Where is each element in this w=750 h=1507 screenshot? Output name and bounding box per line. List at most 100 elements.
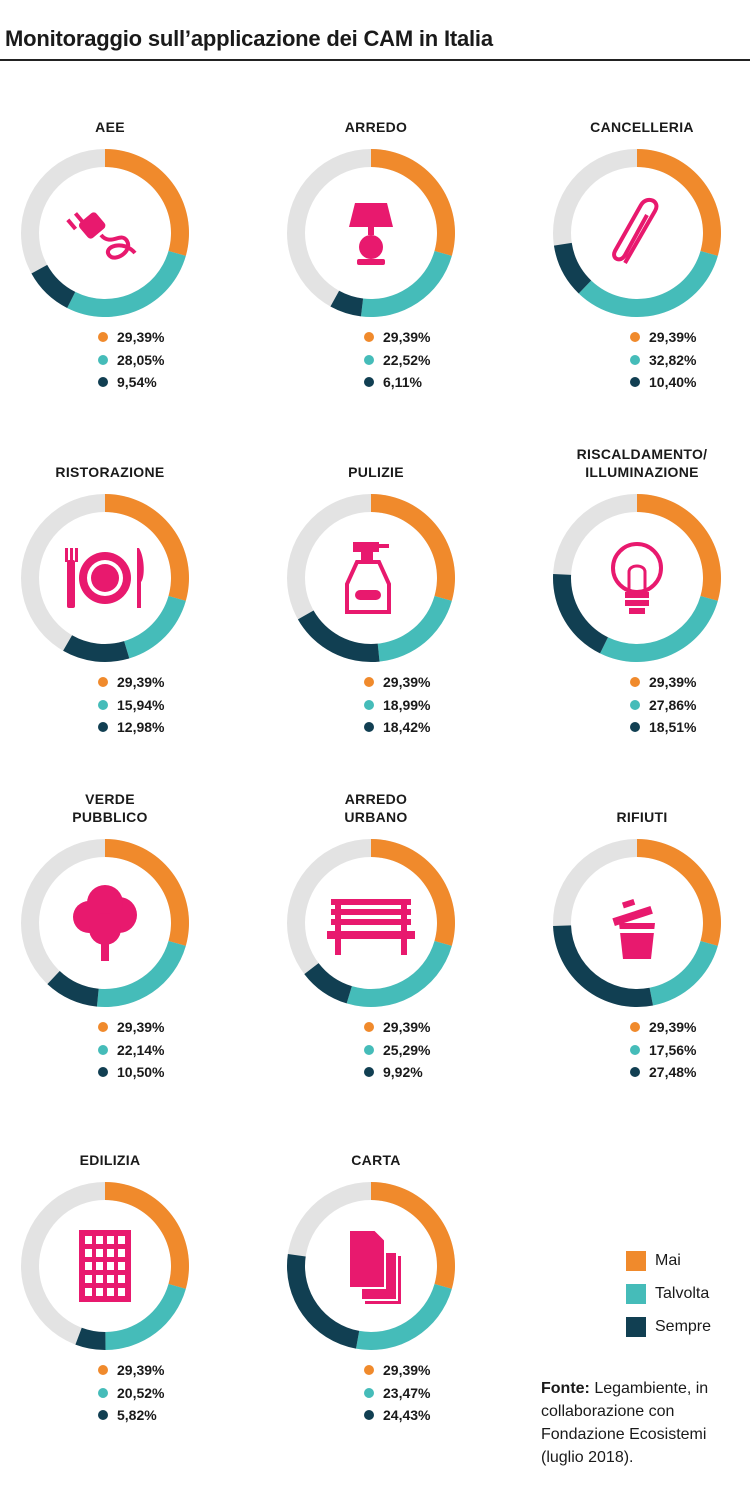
- donut-chart: CARTA 29,39% 23,47% 24,43%: [266, 1133, 516, 1477]
- data-label-value: 15,94%: [117, 696, 165, 713]
- donut-chart: RISTORAZIONE 29,39% 15,94% 12,98%: [0, 445, 250, 789]
- data-label-value: 29,39%: [117, 329, 165, 346]
- data-label-talvolta: 15,94%: [98, 694, 164, 717]
- source-text: Legambiente, in collaborazione con Fonda…: [541, 1380, 709, 1466]
- paperclip-icon: [612, 197, 659, 264]
- data-label-sempre: 5,82%: [98, 1404, 164, 1427]
- tree-icon: [73, 885, 137, 961]
- data-label-value: 22,14%: [117, 1041, 165, 1058]
- chart-title: CARTA: [351, 1152, 401, 1168]
- donut-segment-sempre: [553, 573, 608, 654]
- legend: Mai Talvolta Sempre: [626, 1244, 711, 1343]
- data-label-value: 29,39%: [117, 1019, 165, 1036]
- legend-swatch-talvolta: [626, 1283, 646, 1304]
- title-divider: [0, 59, 750, 61]
- data-label-value: 29,39%: [383, 1019, 431, 1036]
- page-title: Monitoraggio sull’applicazione dei CAM i…: [5, 26, 493, 51]
- donut-segment-sempre: [330, 290, 364, 317]
- donut-ring: [287, 494, 455, 662]
- donut-segment-mai: [371, 149, 455, 256]
- data-label-value: 29,39%: [383, 674, 431, 691]
- data-label-dot: [364, 377, 374, 388]
- data-label-mai: 29,39%: [364, 671, 430, 694]
- data-label-value: 5,82%: [117, 1407, 157, 1424]
- data-label-value: 22,52%: [383, 351, 431, 368]
- data-labels: 29,39% 25,29% 9,92%: [364, 1016, 430, 1084]
- data-labels: 29,39% 27,86% 18,51%: [630, 671, 696, 739]
- donut-chart: AEE 29,39% 28,05% 9,54%: [0, 100, 250, 444]
- data-label-value: 18,99%: [383, 696, 431, 713]
- data-label-dot: [630, 377, 640, 388]
- donut-segment-sempre: [553, 925, 653, 1007]
- paper-stack-icon: [348, 1229, 401, 1304]
- donut-chart: PULIZIE 29,39% 18,99% 18,42%: [266, 445, 516, 789]
- data-label-value: 18,51%: [649, 719, 697, 736]
- data-label-dot: [630, 722, 640, 733]
- data-label-dot: [630, 1067, 640, 1078]
- donut-segment-mai: [105, 494, 189, 601]
- data-labels: 29,39% 32,82% 10,40%: [630, 326, 696, 394]
- data-label-talvolta: 32,82%: [630, 349, 696, 372]
- donut-segment-talvolta: [96, 940, 186, 1007]
- data-label-value: 29,39%: [383, 329, 431, 346]
- data-label-sempre: 12,98%: [98, 716, 164, 739]
- chart-title: AEE: [95, 119, 125, 135]
- donut-segment-talvolta: [355, 1283, 452, 1350]
- data-label-sempre: 10,50%: [98, 1061, 164, 1084]
- data-label-dot: [98, 332, 108, 343]
- donut-ring: [287, 149, 455, 317]
- donut-segment-talvolta: [578, 250, 718, 317]
- data-labels: 29,39% 22,14% 10,50%: [98, 1016, 164, 1084]
- legend-swatch-sempre: [626, 1316, 646, 1337]
- donut-chart: EDILIZIA 29,39% 20,52% 5,82%: [0, 1133, 250, 1477]
- data-label-value: 29,39%: [649, 329, 697, 346]
- data-label-dot: [364, 1022, 374, 1033]
- bench-icon: [327, 899, 415, 955]
- data-label-sempre: 27,48%: [630, 1061, 696, 1084]
- data-label-mai: 29,39%: [98, 326, 164, 349]
- data-label-value: 17,56%: [649, 1041, 697, 1058]
- data-label-value: 24,43%: [383, 1407, 431, 1424]
- data-label-dot: [98, 722, 108, 733]
- donut-segment-talvolta: [649, 940, 718, 1006]
- lightbulb-icon: [611, 542, 663, 614]
- data-labels: 29,39% 20,52% 5,82%: [98, 1359, 164, 1427]
- data-label-value: 9,54%: [117, 374, 157, 391]
- chart-title: VERDE PUBBLICO: [72, 791, 148, 825]
- legend-item-talvolta: Talvolta: [626, 1277, 711, 1310]
- data-label-value: 28,05%: [117, 351, 165, 368]
- legend-swatch-mai: [626, 1250, 646, 1271]
- data-label-dot: [98, 1387, 108, 1398]
- plate-cutlery-icon: [65, 548, 144, 608]
- donut-segment-talvolta: [377, 595, 452, 662]
- data-label-dot: [364, 1044, 374, 1055]
- data-label-dot: [98, 1365, 108, 1376]
- data-label-talvolta: 25,29%: [364, 1039, 430, 1062]
- data-label-dot: [364, 699, 374, 710]
- data-label-sempre: 18,42%: [364, 716, 430, 739]
- donut-chart: RISCALDAMENTO/ILLUMINAZIONE 29,39% 27,86% 1…: [532, 445, 750, 789]
- data-label-value: 20,52%: [117, 1384, 165, 1401]
- data-labels: 29,39% 18,99% 18,42%: [364, 671, 430, 739]
- donut-segment-sempre: [553, 242, 592, 294]
- donut-segment-mai: [637, 494, 721, 601]
- donut-chart: CANCELLERIA 29,39% 32,82% 10,40%: [532, 100, 750, 444]
- data-label-mai: 29,39%: [98, 1016, 164, 1039]
- donut-segment-talvolta: [360, 250, 452, 317]
- data-label-dot: [364, 332, 374, 343]
- building-icon: [79, 1230, 131, 1302]
- trash-bin-icon: [612, 898, 657, 959]
- donut-segment-mai: [105, 149, 189, 256]
- data-label-dot: [630, 699, 640, 710]
- chart-title: RISCALDAMENTO/ILLUMINAZIONE: [576, 446, 708, 480]
- donut-segment-sempre: [297, 610, 380, 662]
- data-label-value: 29,39%: [383, 1362, 431, 1379]
- donut-ring: [553, 494, 721, 662]
- data-label-dot: [630, 332, 640, 343]
- chart-title: CANCELLERIA: [590, 119, 694, 135]
- data-label-dot: [98, 1067, 108, 1078]
- chart-title: RIFIUTI: [616, 809, 668, 825]
- data-label-talvolta: 18,99%: [364, 694, 430, 717]
- data-label-dot: [364, 1067, 374, 1078]
- donut-segment-mai: [637, 149, 721, 256]
